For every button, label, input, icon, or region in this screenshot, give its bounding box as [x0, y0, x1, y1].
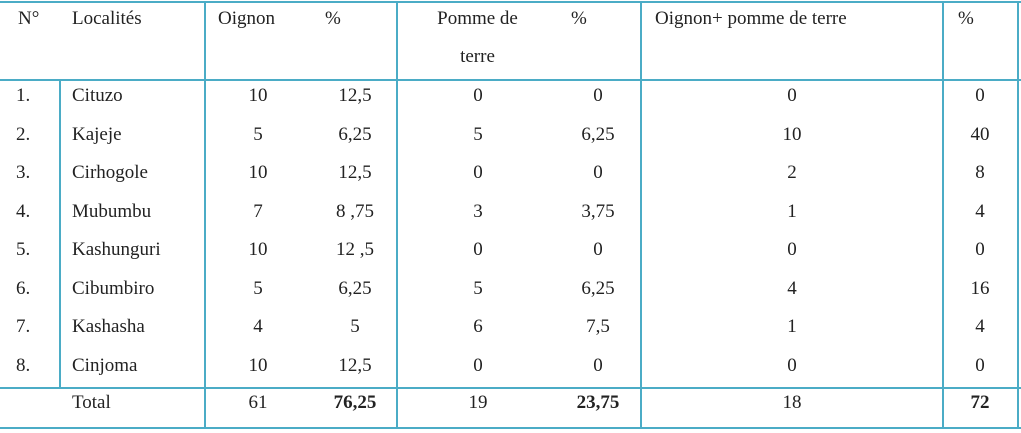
cell: 12 ,5 [336, 239, 374, 260]
total-cell: 18 [782, 392, 802, 413]
total-cell: 61 [248, 392, 268, 413]
cell: 0 [593, 354, 603, 376]
cell: 1. [16, 85, 31, 106]
cell: 1 [787, 316, 797, 337]
cell: 12,5 [338, 162, 372, 183]
cell: 8 ,75 [336, 200, 374, 222]
cell: 0 [787, 354, 797, 376]
cell: 4 [787, 277, 797, 299]
cell: 3,75 [581, 200, 615, 222]
cell: 7 [253, 200, 263, 222]
cell: 0 [593, 85, 603, 106]
cell: 5 [253, 123, 263, 145]
cell: 0 [593, 239, 603, 260]
cell: 12,5 [338, 85, 372, 106]
header-cell: N° [18, 8, 40, 29]
cell: Kashunguri [72, 239, 161, 260]
cell: 7,5 [586, 316, 610, 337]
border [0, 79, 1021, 81]
cell: 10 [248, 85, 268, 106]
cell: 2. [16, 123, 31, 145]
cell: 5 [350, 316, 360, 337]
cell: 6,25 [338, 123, 372, 145]
cell: 0 [473, 239, 483, 260]
cell: Cituzo [72, 85, 123, 106]
cell: 8. [16, 354, 31, 376]
cell: Cirhogole [72, 162, 148, 183]
border [204, 1, 206, 429]
cell: 0 [593, 162, 603, 183]
cell: 2 [787, 162, 797, 183]
header-cell: Pomme de terre [437, 8, 518, 67]
total-cell: 19 [468, 392, 488, 413]
cell: 5 [253, 277, 263, 299]
cell: 10 [782, 123, 802, 145]
cell: 3 [473, 200, 483, 222]
header-cell: Oignon+ pomme de terre [655, 8, 847, 29]
header-cell: Oignon [218, 8, 275, 29]
cell: 8 [975, 162, 985, 183]
cell: Kashasha [72, 316, 145, 337]
border [942, 1, 944, 429]
cell: 6. [16, 277, 31, 299]
header-cell: Localités [72, 8, 142, 29]
cell: 0 [473, 354, 483, 376]
cell: 0 [975, 239, 985, 260]
cell: 4 [975, 200, 985, 222]
border [1017, 1, 1019, 429]
cell: 6,25 [581, 277, 615, 299]
cell: 6,25 [581, 123, 615, 145]
cell: 0 [473, 85, 483, 106]
cell: 10 [248, 354, 268, 376]
total-cell: 76,25 [333, 392, 377, 413]
cell: 0 [787, 239, 797, 260]
cell: 4. [16, 200, 31, 222]
cell: 16 [970, 277, 990, 299]
cell: 4 [975, 316, 985, 337]
cell: 7. [16, 316, 31, 337]
cell: 0 [787, 85, 797, 106]
border [0, 1, 1021, 3]
cell: 5. [16, 239, 31, 260]
total-cell: 72 [970, 392, 990, 413]
cell: 40 [970, 123, 990, 145]
cell: Cinjoma [72, 354, 138, 376]
cell: 5 [473, 123, 483, 145]
cell: Kajeje [72, 123, 122, 145]
cell: 12,5 [338, 354, 372, 376]
cell: Cibumbiro [72, 277, 155, 299]
border [0, 427, 1021, 429]
cell: 4 [253, 316, 263, 337]
cell: 0 [975, 85, 985, 106]
header-cell: % [571, 8, 587, 29]
total-label: Total [72, 392, 111, 413]
cell: 3. [16, 162, 31, 183]
cell: 5 [473, 277, 483, 299]
cell: 10 [248, 162, 268, 183]
total-cell: 23,75 [576, 392, 620, 413]
cell: 10 [248, 239, 268, 260]
cell: 0 [473, 162, 483, 183]
border [396, 1, 398, 429]
cell: 0 [975, 354, 985, 376]
cell: Mubumbu [72, 200, 152, 222]
border [0, 387, 1021, 389]
border [640, 1, 642, 429]
header-cell: % [325, 8, 341, 29]
cell: 1 [787, 200, 797, 222]
cell: 6,25 [338, 277, 372, 299]
header-cell: % [958, 8, 974, 29]
border [59, 80, 61, 388]
cell: 6 [473, 316, 483, 337]
